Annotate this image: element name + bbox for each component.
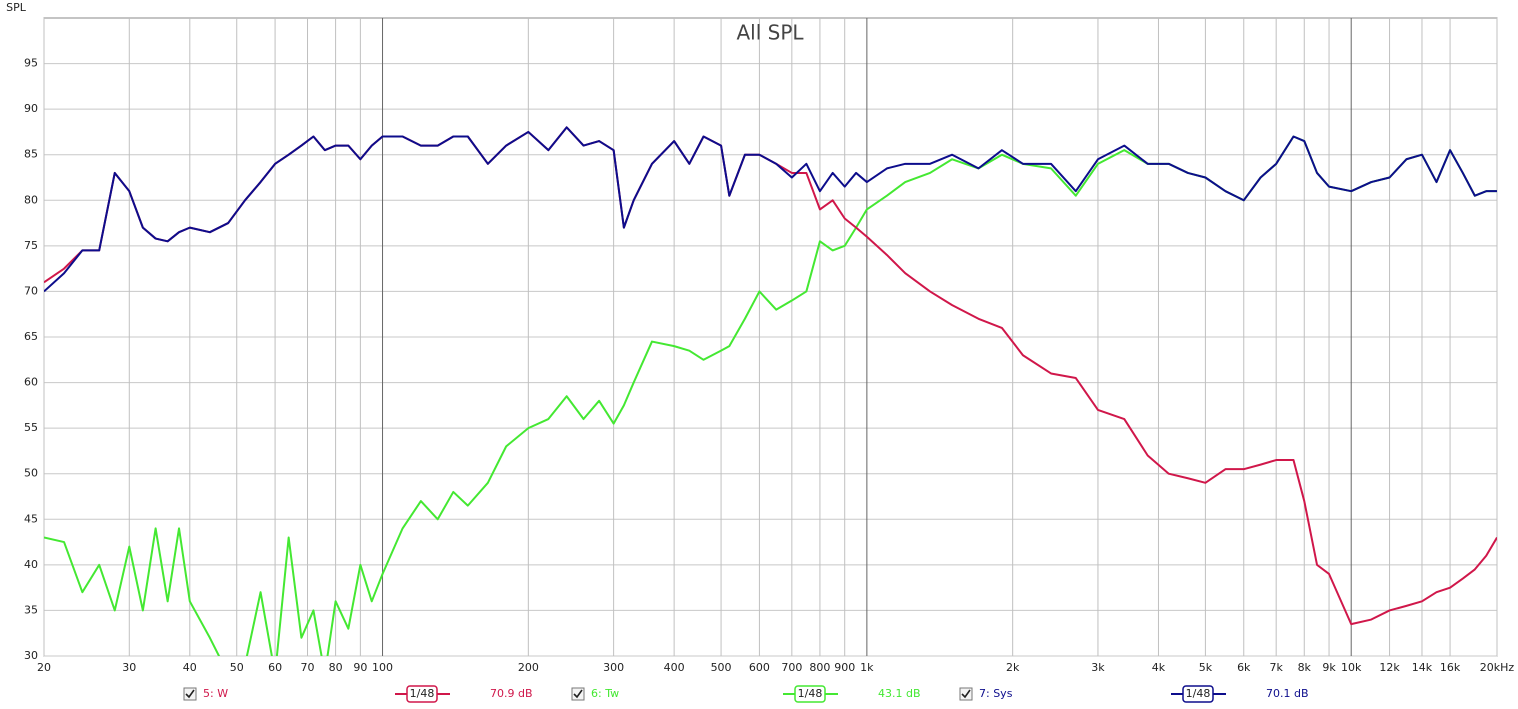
y-tick-label: 85 [24, 148, 38, 161]
x-tick-label: 60 [268, 661, 282, 674]
y-tick-label: 40 [24, 558, 38, 571]
legend-checkbox[interactable] [571, 687, 585, 701]
legend-smoothing-box[interactable] [406, 685, 438, 703]
x-tick-label: 6k [1237, 661, 1251, 674]
legend-smoothing-box[interactable] [794, 685, 826, 703]
x-tick-label: 400 [664, 661, 685, 674]
legend-smoothing: 1/48 [410, 687, 435, 700]
x-tick-label: 80 [329, 661, 343, 674]
x-tick-label: 90 [353, 661, 367, 674]
legend-checkbox[interactable] [959, 687, 973, 701]
legend-smoothing: 1/48 [798, 687, 823, 700]
x-tick-label: 100 [372, 661, 393, 674]
y-tick-label: 70 [24, 284, 38, 297]
y-tick-label: 60 [24, 376, 38, 389]
x-tick-label: 800 [809, 661, 830, 674]
plot-lines [44, 126, 1497, 656]
x-tick-label: 8k [1298, 661, 1312, 674]
x-tick-label: 9k [1322, 661, 1336, 674]
x-tick-label: 300 [603, 661, 624, 674]
y-tick-label: 90 [24, 102, 38, 115]
x-tick-label: 900 [834, 661, 855, 674]
chart-title: All SPL [736, 21, 804, 45]
checkbox-tick [185, 689, 195, 699]
legend-label: 6: Tw [591, 687, 619, 700]
y-axis-label: SPL [6, 1, 27, 14]
x-tick-label: 4k [1152, 661, 1166, 674]
x-tick-label: 3k [1091, 661, 1105, 674]
y-tick-label: 80 [24, 193, 38, 206]
x-tick-label: 1k [860, 661, 874, 674]
checkbox-tick [961, 689, 971, 699]
y-tick-label: 95 [24, 57, 38, 70]
x-tick-label: 50 [230, 661, 244, 674]
legend-item: 5: W 1/48 70.9 dB [183, 685, 533, 703]
x-tick-label: 600 [749, 661, 770, 674]
y-tick-label: 30 [24, 649, 38, 662]
y-tick-label: 35 [24, 603, 38, 616]
series-line [44, 126, 1497, 293]
x-tick-label: 2k [1006, 661, 1020, 674]
x-tick-label: 700 [781, 661, 802, 674]
x-tick-label: 14k [1412, 661, 1433, 674]
y-tick-label: 55 [24, 421, 38, 434]
x-tick-label: 200 [518, 661, 539, 674]
y-tick-label: 75 [24, 239, 38, 252]
legend-smoothing: 1/48 [1186, 687, 1211, 700]
legend-level: 43.1 dB [878, 687, 921, 700]
y-tick-label: 65 [24, 330, 38, 343]
legend-item: 7: Sys 1/48 70.1 dB [959, 685, 1309, 703]
x-tick-label: 70 [301, 661, 315, 674]
x-tick-label: 12k [1379, 661, 1400, 674]
x-tick-label: 40 [183, 661, 197, 674]
y-tick-label: 45 [24, 512, 38, 525]
x-tick-label: 20kHz [1480, 661, 1515, 674]
y-tick-label: 50 [24, 467, 38, 480]
legend-smoothing-box[interactable] [1182, 685, 1214, 703]
legend-checkbox[interactable] [183, 687, 197, 701]
x-tick-label: 30 [122, 661, 136, 674]
x-tick-label: 16k [1440, 661, 1461, 674]
legend-level: 70.9 dB [490, 687, 533, 700]
x-tick-label: 5k [1199, 661, 1213, 674]
x-tick-label: 7k [1269, 661, 1283, 674]
x-tick-label: 10k [1341, 661, 1362, 674]
x-tick-label: 20 [37, 661, 51, 674]
x-tick-label: 500 [711, 661, 732, 674]
legend-level: 70.1 dB [1266, 687, 1309, 700]
legend-label: 5: W [203, 687, 228, 700]
legend-item: 6: Tw 1/48 43.1 dB [571, 685, 921, 703]
checkbox-tick [573, 689, 583, 699]
legend-label: 7: Sys [979, 687, 1013, 700]
